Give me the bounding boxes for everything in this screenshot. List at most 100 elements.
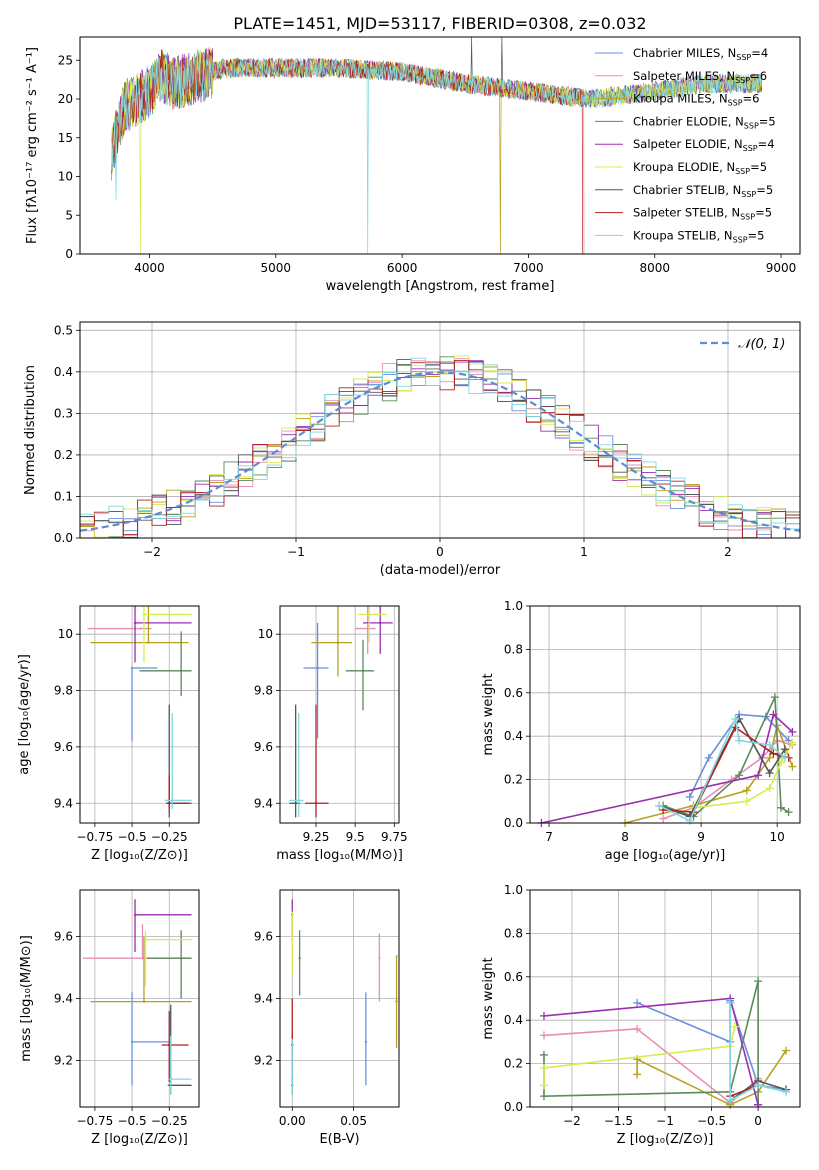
weight-marker <box>659 814 668 823</box>
legend-text: Salpeter STELIB, N <box>633 206 740 220</box>
y-tick-label: 10 <box>58 627 73 641</box>
y-tick-label: 25 <box>58 53 73 67</box>
y-tick-label: 9.4 <box>54 796 73 810</box>
x-tick-label: 7000 <box>513 261 544 275</box>
weight-marker <box>742 797 751 806</box>
weight-line-1 <box>662 739 793 820</box>
y-tick-label: 0.5 <box>54 323 73 337</box>
axes-frame <box>529 889 801 1108</box>
y-axis-label: Normed distribution <box>23 365 38 495</box>
y-tick-label: 1.0 <box>504 883 523 897</box>
x-tick-label: 9.25 <box>303 830 330 844</box>
legend-value: =5 <box>750 160 767 174</box>
x-tick-label: −0.75 <box>76 1114 113 1128</box>
weight-marker <box>539 1050 548 1059</box>
age-vs-mass-panel: 9.25 9.5 9.75 9.4 9.6 9.8 10 mass [log₁₀(M/M⊙)] <box>254 605 408 863</box>
axes-frame <box>79 321 801 539</box>
x-tick-label: −1 <box>287 545 305 559</box>
x-tick-label: 6000 <box>387 261 418 275</box>
x-tick-label: −1 <box>656 1114 674 1128</box>
legend-subscript: SSP <box>735 76 750 85</box>
y-tick-label: 0.8 <box>504 926 523 940</box>
y-axis-label: age [log₁₀(age/yr)] <box>17 654 32 775</box>
y-axis-label: mass [log₁₀(M/M⊙)] <box>19 935 34 1062</box>
y-axis-label: mass weight <box>481 957 496 1039</box>
x-axis-label: mass [log₁₀(M/M⊙)] <box>276 848 403 863</box>
legend-value: =5 <box>755 206 772 220</box>
legend-text: Kroupa MILES, N <box>633 92 728 106</box>
y-tick-label: 0.2 <box>504 1057 523 1071</box>
y-axis-label: Flux [fλ10⁻¹⁷ erg cm⁻² s⁻¹ A⁻¹] <box>25 47 40 244</box>
legend-value: =5 <box>748 228 765 242</box>
weight-marker <box>776 803 785 812</box>
spectrum-line-8 <box>111 53 763 254</box>
weight-marker <box>730 1022 739 1031</box>
data-point <box>378 957 381 960</box>
y-tick-label: 9.6 <box>54 740 73 754</box>
weight-vs-age-panel: 7 8 9 10 0.0 0.2 0.4 0.6 0.8 1.0 age [log₁₀(age/yr… <box>481 599 801 863</box>
data-point <box>147 641 150 644</box>
y-tick-label: 15 <box>58 131 73 145</box>
x-tick-label: 0.05 <box>340 1114 367 1128</box>
weight-marker <box>765 769 774 778</box>
weight-vs-metallicity-panel: −2 −1.5 −1 −0.5 0 0.0 0.2 0.4 0.6 0.8 1.0 Z [log₁₀(… <box>481 883 801 1147</box>
x-tick-label: 8000 <box>639 261 670 275</box>
weight-marker <box>788 762 797 771</box>
legend-subscript: SSP <box>741 190 756 199</box>
x-tick-label: 9.75 <box>381 830 408 844</box>
legend-entry: Kroupa STELIB, NSSP=5 <box>633 228 764 244</box>
y-tick-label: 20 <box>58 92 73 106</box>
data-point <box>314 802 318 805</box>
x-tick-label: 0 <box>436 545 444 559</box>
x-tick-label: −1.5 <box>604 1114 633 1128</box>
y-tick-label: 0 <box>65 247 73 261</box>
data-point <box>171 799 174 802</box>
x-tick-label: −0.5 <box>117 830 146 844</box>
y-tick-label: 0.0 <box>54 531 73 545</box>
x-axis-label: Z [log₁₀(Z/Z⊙)] <box>91 848 188 863</box>
weight-marker <box>782 1087 791 1096</box>
weight-marker <box>765 784 774 793</box>
y-tick-label: 0.4 <box>54 365 73 379</box>
axes-frame <box>79 605 200 824</box>
weight-marker <box>765 740 774 749</box>
x-tick-label: 9000 <box>766 261 797 275</box>
weight-marker <box>742 786 751 795</box>
legend-text: Salpeter ELODIE, N <box>633 137 743 151</box>
y-tick-label: 0.4 <box>504 729 523 743</box>
legend-value: =5 <box>756 183 773 197</box>
y-tick-label: 9.8 <box>254 684 273 698</box>
weight-marker <box>685 816 694 825</box>
x-tick-label: −0.5 <box>697 1114 726 1128</box>
y-tick-label: 9.2 <box>254 1054 273 1068</box>
weight-marker <box>770 693 779 702</box>
x-tick-label: 5000 <box>261 261 292 275</box>
data-point <box>297 799 300 802</box>
data-point <box>130 1040 134 1044</box>
axes-frame <box>79 36 801 255</box>
x-tick-label: −0.75 <box>76 830 113 844</box>
data-point <box>179 669 183 673</box>
data-point <box>169 1077 172 1081</box>
legend-subscript: SSP <box>733 235 748 244</box>
x-tick-label: 9.5 <box>346 830 365 844</box>
weight-line-8 <box>658 716 786 822</box>
x-axis-label: age [log₁₀(age/yr)] <box>605 848 726 863</box>
x-axis-label: (data-model)/error <box>380 563 501 578</box>
legend-subscript: SSP <box>728 99 743 108</box>
y-axis-label: mass weight <box>481 673 496 755</box>
residuals-panel: −2 −1 0 1 2 0.0 0.1 0.2 0.3 0.4 0.5 (data-model)/er… <box>23 321 801 578</box>
y-tick-label: 1.0 <box>504 599 523 613</box>
y-tick-label: 9.6 <box>54 930 73 944</box>
weight-line-6 <box>659 717 786 818</box>
weight-marker <box>539 1081 548 1090</box>
weight-marker <box>539 1011 548 1020</box>
weight-marker <box>731 714 740 723</box>
y-tick-label: 0.2 <box>504 773 523 787</box>
weight-marker <box>731 723 740 732</box>
legend-entry: Kroupa ELODIE, NSSP=5 <box>633 160 767 176</box>
weight-marker <box>754 1100 763 1109</box>
data-point <box>168 1043 171 1047</box>
age-vs-metallicity-panel: −0.75 −0.5 −0.25 9.4 9.6 9.8 10 Z [log₁₀(Z/Z⊙)]… <box>17 605 200 863</box>
y-tick-label: 9.4 <box>254 992 273 1006</box>
